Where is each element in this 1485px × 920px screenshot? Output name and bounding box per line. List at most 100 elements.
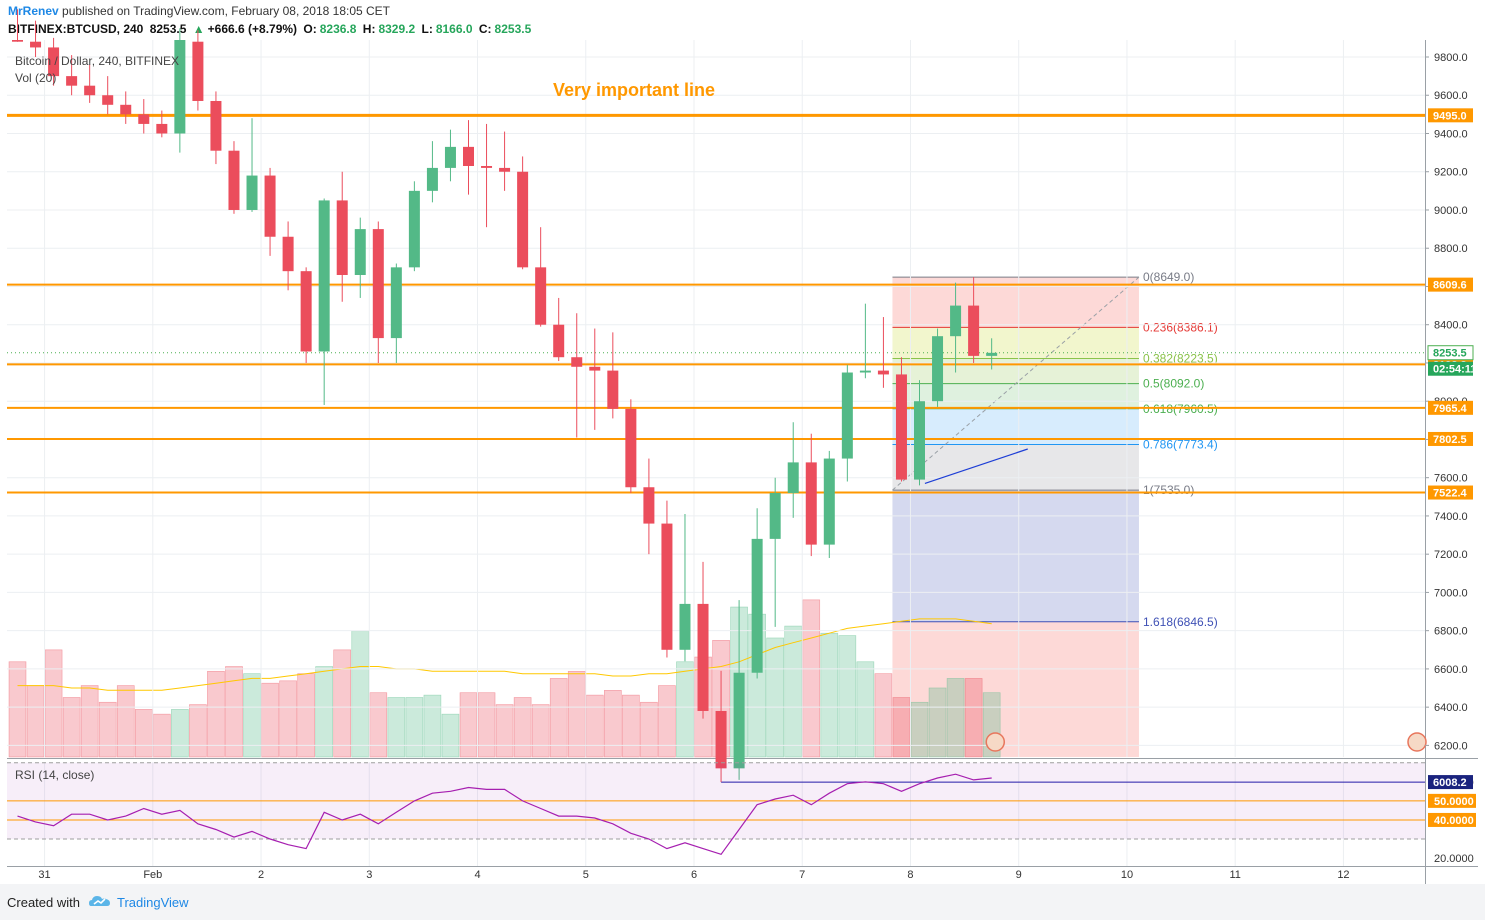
header-line-2: BITFINEX:BTCUSD, 240 8253.5 ▲ +666.6 (+8.… xyxy=(8,22,534,36)
rsi-level-label: 40.0000 xyxy=(1434,815,1474,827)
low-value: 8166.0 xyxy=(435,22,473,36)
candle-body xyxy=(986,352,998,356)
candle xyxy=(859,303,871,379)
candle xyxy=(210,91,222,165)
rsi-level-badge xyxy=(1428,793,1476,808)
volume-bar xyxy=(928,687,947,758)
candle xyxy=(877,317,889,388)
candle xyxy=(914,380,925,486)
candle-body xyxy=(841,372,853,459)
candle-body xyxy=(535,267,547,325)
level-badge-label: 7965.4 xyxy=(1433,403,1468,415)
price-tick-label: 7400.0 xyxy=(1434,511,1468,523)
tradingview-logo-icon xyxy=(88,893,112,914)
volume-bar xyxy=(153,713,171,758)
candle-body xyxy=(426,167,438,191)
candle-body xyxy=(192,41,204,101)
candle-body xyxy=(932,336,944,402)
bottom-level-badge-label: 6008.2 xyxy=(1433,777,1467,789)
candle-body xyxy=(571,357,583,367)
last-price-badge-label: 8253.5 xyxy=(1433,348,1467,360)
candle-body xyxy=(228,150,240,210)
fib-zone xyxy=(892,490,1139,622)
fib-zone xyxy=(892,383,1139,409)
volume-bar xyxy=(838,635,857,758)
candle-body xyxy=(336,200,348,275)
candle xyxy=(138,99,150,134)
volume-bar xyxy=(441,713,460,758)
volume-bar xyxy=(387,697,406,758)
level-badge xyxy=(1428,485,1473,500)
price-tick-label: 6200.0 xyxy=(1434,740,1468,752)
candle xyxy=(264,167,276,256)
candle xyxy=(300,267,312,363)
rsi-pane xyxy=(7,762,1425,866)
candle xyxy=(390,263,402,363)
price-tick-label: 7000.0 xyxy=(1434,587,1468,599)
volume-bar xyxy=(640,701,658,758)
volume-bar xyxy=(910,701,929,758)
close-value: 8253.5 xyxy=(494,22,532,36)
volume-bar xyxy=(946,678,965,758)
volume-bar xyxy=(549,678,568,758)
bottom-level-badge xyxy=(1428,775,1473,790)
rsi-legend[interactable]: RSI (14, close) xyxy=(15,768,95,782)
candle-body xyxy=(481,165,493,168)
candle-body xyxy=(751,538,763,673)
time-tick-label: 3 xyxy=(366,869,372,881)
price-tick-label: 6800.0 xyxy=(1434,626,1468,638)
candle-body xyxy=(102,95,114,105)
open-label: O: xyxy=(303,22,317,36)
candle xyxy=(553,297,565,362)
author-name[interactable]: MrRenev xyxy=(8,4,59,18)
candle xyxy=(823,450,835,559)
price-tick-label: 9800.0 xyxy=(1434,52,1468,64)
time-tick-label: 5 xyxy=(583,869,589,881)
candle-body xyxy=(282,236,294,272)
candle xyxy=(84,64,96,103)
level-badge xyxy=(1428,431,1473,446)
price-tick-label: 8800.0 xyxy=(1434,243,1468,255)
rsi-level-badge xyxy=(1428,812,1476,827)
candle-body xyxy=(66,76,78,86)
volume-bar xyxy=(585,694,604,758)
price-tick-label: 9000.0 xyxy=(1434,205,1468,217)
level-badge xyxy=(1428,108,1473,123)
countdown-badge-label: 02:54:11 xyxy=(1433,364,1476,376)
rsi-line xyxy=(17,773,992,856)
candle-body xyxy=(48,47,60,77)
candle-body xyxy=(318,200,330,352)
fib-level-label: 0.5(8092.0) xyxy=(1143,377,1204,391)
trend-line xyxy=(924,448,1028,484)
candle xyxy=(751,508,763,679)
candle xyxy=(805,433,817,557)
candle xyxy=(463,120,474,195)
price-chart[interactable]: 0(8649.0) 0.236(8386.1) 0.382(8223.5) 0.5(8… xyxy=(0,0,1485,884)
volume-bar xyxy=(225,666,243,758)
tradingview-link[interactable]: TradingView xyxy=(117,895,189,910)
volume-bar xyxy=(189,704,207,758)
candle-body xyxy=(968,305,980,356)
price-tick-label: 7200.0 xyxy=(1434,549,1468,561)
candle-body xyxy=(823,458,835,545)
price-tick-label: 9400.0 xyxy=(1434,128,1468,140)
candle-body xyxy=(914,401,925,480)
published-text: published on TradingView.com, February 0… xyxy=(62,4,391,18)
volume-bar xyxy=(856,661,875,758)
volume-legend[interactable]: Vol (20) xyxy=(15,71,57,85)
candle xyxy=(156,110,168,138)
candle xyxy=(372,221,384,363)
candle xyxy=(517,156,529,270)
volume-bar xyxy=(98,701,117,758)
series-legend[interactable]: Bitcoin / Dollar, 240, BITFINEX xyxy=(15,54,180,68)
volume-bar xyxy=(820,632,839,758)
level-badge-label: 9495.0 xyxy=(1433,110,1467,122)
candle-body xyxy=(679,603,691,650)
countdown-badge xyxy=(1428,361,1473,376)
volume-bar xyxy=(531,704,550,758)
candle xyxy=(102,76,114,115)
volume-bar xyxy=(513,697,532,758)
candle xyxy=(787,422,799,518)
candle xyxy=(679,514,691,662)
candle-body xyxy=(300,271,312,352)
